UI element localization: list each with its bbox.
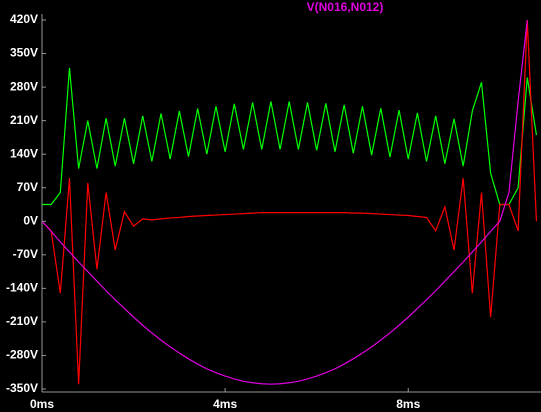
y-tick-label: 420V <box>10 12 38 26</box>
y-tick-label: -210V <box>6 314 38 328</box>
x-tick-label: 4ms <box>213 397 237 411</box>
y-tick-label: 280V <box>10 79 38 93</box>
y-tick-label: 210V <box>10 113 38 127</box>
x-tick-label: 8ms <box>396 397 420 411</box>
legend-entry: V(N016,N012) <box>307 0 384 14</box>
y-tick-label: 70V <box>17 180 38 194</box>
series-line <box>42 67 538 206</box>
plot-area <box>42 19 538 385</box>
y-tick-label: 350V <box>10 46 38 60</box>
series-line <box>42 19 528 385</box>
x-tick-label: 0ms <box>30 397 54 411</box>
y-tick-label: -70V <box>13 247 38 261</box>
y-tick-label: 0V <box>23 213 38 227</box>
y-tick-label: -350V <box>6 381 38 395</box>
y-tick-label: -280V <box>6 348 38 362</box>
y-tick-label: 140V <box>10 146 38 160</box>
series-line <box>42 19 538 385</box>
y-tick-label: -140V <box>6 281 38 295</box>
